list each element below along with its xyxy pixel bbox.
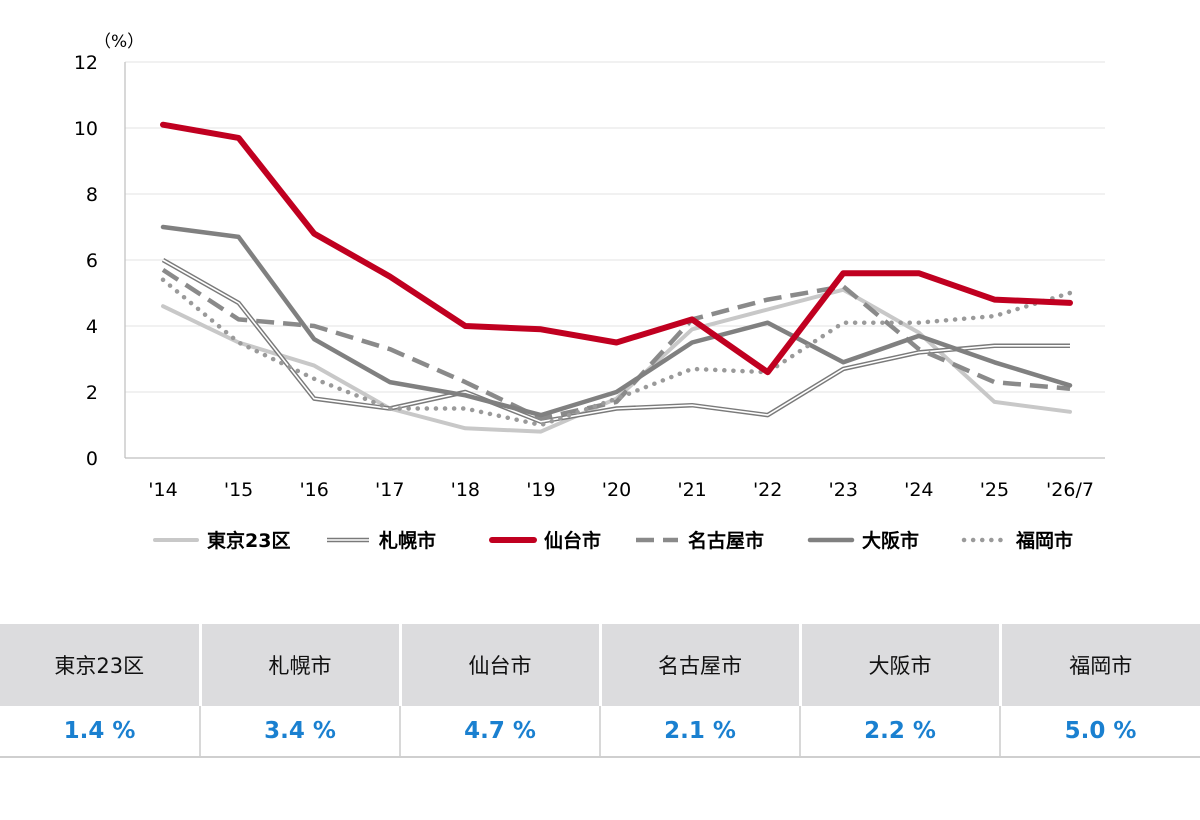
legend-item-nagoya: 名古屋市 [636,529,764,552]
x-tick-label: '23 [829,479,858,501]
table-header-sapporo: 札幌市 [198,624,402,706]
table-value-row: 1.4 % 3.4 % 4.7 % 2.1 % 2.2 % 5.0 % [0,706,1200,758]
series-lines [160,121,1073,434]
y-tick-label: 12 [74,52,98,74]
legend-label-fukuoka: 福岡市 [1015,529,1073,552]
table-value-tokyo: 1.4 % [0,706,201,758]
series-line-sapporo-inner [162,259,1070,423]
legend-item-tokyo: 東京23区 [153,529,290,552]
axes [124,62,1105,459]
line-chart: 0 2 4 6 8 10 12（%） '14 '15 '16 '17 '18 '19 '20 '21 '22 '… [74,32,1105,552]
legend-item-osaka: 大阪市 [807,529,919,552]
summary-table: 東京23区 札幌市 仙台市 名古屋市 大阪市 福岡市 1.4 % 3.4 % 4… [0,624,1200,758]
series-line-sapporo [161,258,1070,424]
legend-label-sapporo: 札幌市 [378,529,436,552]
table-value-fukuoka: 5.0 % [999,706,1200,758]
x-tick-label: '17 [375,479,404,501]
legend: 東京23区 札幌市 仙台市 名古屋市 大阪市 福岡市 [153,529,1073,552]
x-tick-label: '18 [451,479,480,501]
y-tick-label: 10 [74,118,98,140]
table-value-sapporo: 3.4 % [199,706,401,758]
tick-labels: 0 2 4 6 8 10 12（%） '14 '15 '16 '17 '18 '19 '20 '21 '22 '… [74,32,1094,501]
series-line-sendai [160,121,1073,376]
x-tick-label: '19 [526,479,555,501]
legend-label-osaka: 大阪市 [862,529,919,552]
x-tick-label: '26/7 [1046,479,1094,501]
x-tick-label: '22 [753,479,782,501]
x-tick-label: '21 [677,479,706,501]
y-tick-label: 6 [86,250,98,272]
legend-label-sendai: 仙台市 [544,529,601,552]
y-unit-label: （%） [94,32,144,52]
y-tick-label: 0 [86,448,98,470]
series-line-nagoya [161,268,1071,421]
legend-item-fukuoka: 福岡市 [961,529,1073,552]
table-header-osaka: 大阪市 [798,624,1002,706]
series-line-osaka [160,224,1073,418]
legend-label-tokyo: 東京23区 [207,529,290,552]
x-tick-label: '16 [299,479,328,501]
table-header-sendai: 仙台市 [398,624,602,706]
table-header-tokyo: 東京23区 [0,624,202,706]
y-tick-label: 2 [86,382,98,404]
legend-item-sendai: 仙台市 [489,529,601,552]
x-tick-label: '24 [904,479,933,501]
table-header-row: 東京23区 札幌市 仙台市 名古屋市 大阪市 福岡市 [0,624,1200,706]
y-tick-label: 8 [86,184,98,206]
table-value-sendai: 4.7 % [399,706,601,758]
x-tick-label: '15 [224,479,253,501]
y-tick-label: 4 [86,316,98,338]
x-tick-label: '20 [602,479,631,501]
series-line-fukuoka [160,277,1073,428]
legend-label-nagoya: 名古屋市 [688,529,764,552]
legend-item-sapporo: 札幌市 [327,529,436,552]
table-header-fukuoka: 福岡市 [998,624,1200,706]
table-header-nagoya: 名古屋市 [598,624,802,706]
table-value-nagoya: 2.1 % [599,706,801,758]
table-value-osaka: 2.2 % [799,706,1001,758]
x-tick-label: '25 [980,479,1009,501]
x-tick-label: '14 [148,479,177,501]
